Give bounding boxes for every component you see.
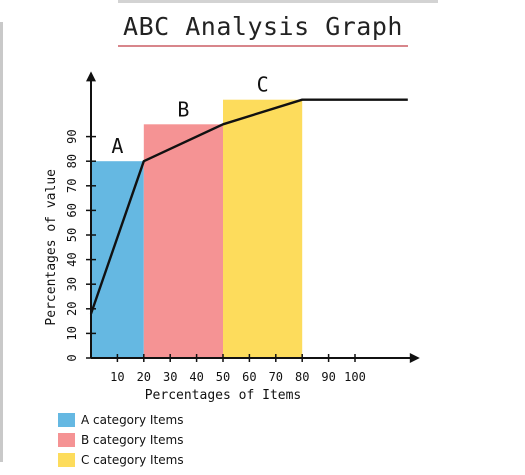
- bar-a: [91, 161, 144, 358]
- x-tick-label: 100: [344, 370, 366, 384]
- x-tick-label: 50: [216, 370, 230, 384]
- y-tick-label: 50: [65, 228, 79, 242]
- legend-item-a: A category Items: [58, 410, 184, 430]
- y-tick-label: 60: [65, 203, 79, 217]
- x-tick-label: 10: [110, 370, 124, 384]
- legend-swatch-b: [58, 433, 75, 447]
- legend-swatch-a: [58, 413, 75, 427]
- x-axis-arrow: [409, 353, 420, 363]
- cumulative-line: [89, 98, 408, 315]
- bar-label-a: A: [111, 134, 123, 158]
- x-tick-label: 90: [321, 370, 335, 384]
- bar-b: [143, 124, 223, 358]
- x-tick-label: 30: [163, 370, 177, 384]
- frame-edge-left: [0, 22, 3, 462]
- legend: A category Items B category Items C cate…: [58, 410, 184, 470]
- bar-label-b: B: [177, 97, 189, 121]
- legend-label-c: C category Items: [81, 453, 184, 467]
- x-tick-label: 80: [295, 370, 309, 384]
- y-tick-label: 80: [65, 154, 79, 168]
- title-underline: [118, 45, 408, 47]
- y-tick-label: 10: [65, 326, 79, 340]
- legend-swatch-c: [58, 453, 75, 467]
- x-tick-label: 20: [137, 370, 151, 384]
- y-tick-label: 20: [65, 302, 79, 316]
- y-axis-title: Percentages of value: [44, 169, 59, 326]
- x-tick-label: 40: [189, 370, 203, 384]
- bar-c: [223, 99, 303, 358]
- x-tick-label: 60: [242, 370, 256, 384]
- frame-edge-top: [118, 0, 438, 3]
- legend-item-c: C category Items: [58, 450, 184, 470]
- y-tick-label: 70: [65, 179, 79, 193]
- y-tick-label: 30: [65, 277, 79, 291]
- x-tick-label: 70: [269, 370, 283, 384]
- y-tick-label: 90: [65, 129, 79, 143]
- legend-item-b: B category Items: [58, 430, 184, 450]
- legend-label-a: A category Items: [81, 413, 184, 427]
- bar-label-c: C: [257, 73, 269, 97]
- legend-label-b: B category Items: [81, 433, 184, 447]
- y-tick-label: 0: [65, 354, 79, 361]
- y-axis-arrow: [86, 71, 96, 82]
- y-tick-label: 40: [65, 252, 79, 266]
- x-axis-title: Percentages of Items: [145, 388, 302, 403]
- chart-title: ABC Analysis Graph: [123, 12, 403, 41]
